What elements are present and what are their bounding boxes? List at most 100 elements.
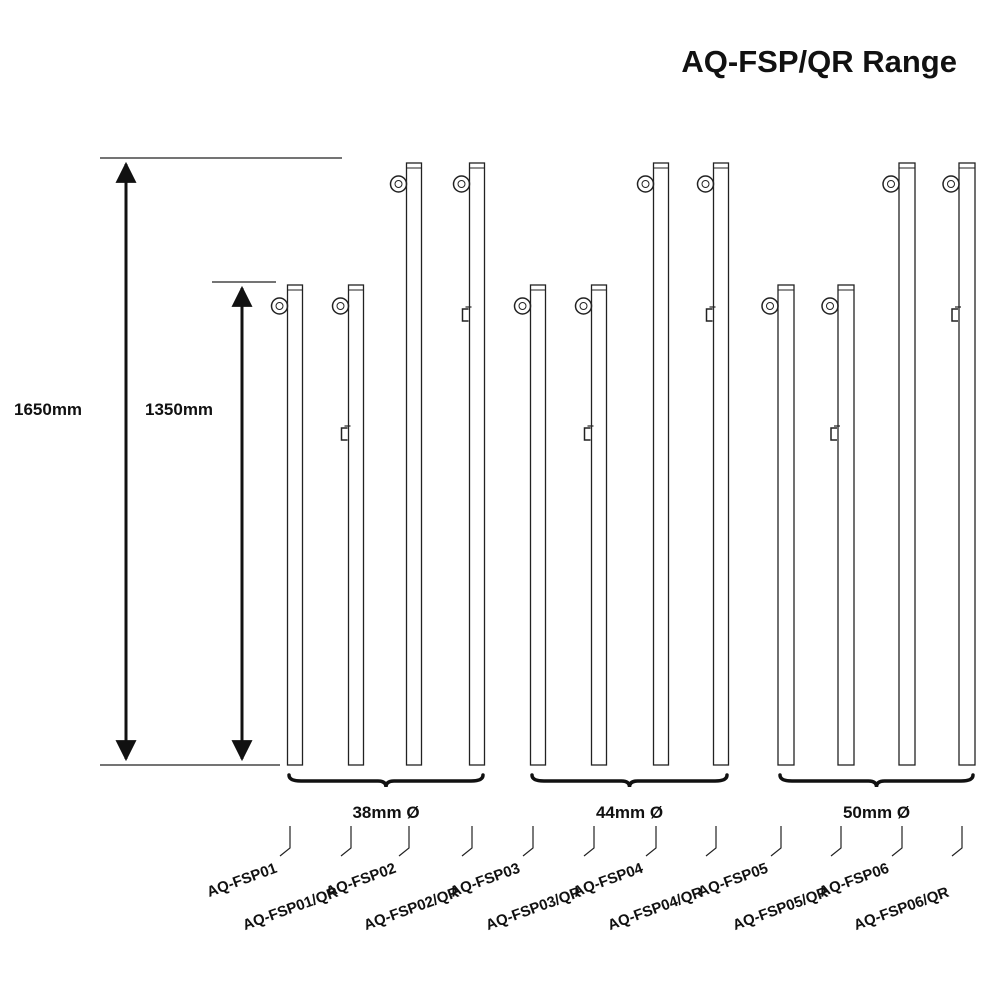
diameter-group: 38mm Ø: [287, 773, 485, 822]
post-tube: [777, 284, 795, 766]
ring-loop-icon: [636, 175, 655, 193]
height-dimension-short: 1350mm: [145, 281, 276, 762]
ring-loop-icon: [389, 175, 408, 193]
ring-loop-inner: [947, 180, 955, 188]
product-code: AQ-FSP06: [817, 826, 903, 901]
post-aq-fsp03-qr: [574, 284, 608, 766]
ring-loop-inner: [394, 180, 403, 188]
ring-loop-inner: [275, 302, 284, 310]
leader-line: [340, 826, 352, 857]
ring-loop-icon: [761, 297, 779, 315]
post-aq-fsp06-qr: [942, 162, 976, 766]
post-tube: [837, 284, 855, 766]
product-code-label: AQ-FSP03/QR: [484, 884, 584, 934]
post-tube: [652, 162, 670, 766]
quick-release-clip-icon: [583, 427, 591, 441]
ring-loop-icon: [942, 175, 960, 193]
tall-dimension-label: 1650mm: [14, 400, 82, 419]
ring-loop-inner: [766, 302, 774, 310]
product-code-label: AQ-FSP01: [205, 860, 280, 901]
quick-release-clip-icon: [340, 427, 348, 441]
group-brace: [778, 773, 975, 788]
product-code-labels: AQ-FSP01AQ-FSP01/QRAQ-FSP02AQ-FSP02/QRAQ…: [205, 826, 963, 934]
ring-loop-icon: [270, 297, 289, 315]
product-code-label: AQ-FSP05: [696, 860, 771, 901]
diameter-groups: 38mm Ø 44mm Ø 50mm Ø: [287, 773, 975, 822]
diagram-title: AQ-FSP/QR Range: [681, 44, 957, 79]
product-code: AQ-FSP02: [324, 826, 410, 901]
post-tube: [958, 162, 976, 766]
ring-loop-inner: [336, 302, 345, 310]
leader-line: [830, 826, 842, 857]
post-tube: [468, 162, 486, 766]
quick-release-clip-icon: [830, 427, 837, 441]
quick-release-clip-icon: [705, 308, 713, 322]
post-aq-fsp05-qr: [821, 284, 855, 766]
post-aq-fsp03: [513, 284, 547, 766]
post-tube: [712, 162, 730, 766]
diameter-group: 50mm Ø: [778, 773, 975, 822]
short-dimension-label: 1350mm: [145, 400, 213, 419]
ring-loop-icon: [882, 175, 900, 193]
leader-line: [279, 826, 291, 857]
post-aq-fsp04-qr: [696, 162, 730, 766]
post-tube: [529, 284, 547, 766]
ring-loop-inner: [457, 180, 466, 188]
leader-line: [891, 826, 903, 857]
leader-line: [398, 826, 410, 857]
post-tube: [898, 162, 916, 766]
group-brace: [530, 773, 729, 788]
ring-loop-inner: [826, 302, 834, 310]
post-aq-fsp04: [636, 162, 670, 766]
post-aq-fsp02-qr: [452, 162, 486, 766]
post-aq-fsp06: [882, 162, 916, 766]
product-code-label: AQ-FSP03: [448, 860, 523, 901]
post-tube: [405, 162, 423, 766]
quick-release-clip-icon: [461, 308, 469, 322]
product-code-label: AQ-FSP06/QR: [852, 884, 952, 934]
product-code: AQ-FSP03: [448, 826, 534, 901]
ring-loop-inner: [579, 302, 588, 310]
post-aq-fsp02: [389, 162, 423, 766]
leader-line: [461, 826, 473, 857]
leader-line: [770, 826, 782, 857]
ring-loop-icon: [513, 297, 532, 315]
product-code: AQ-FSP01: [205, 826, 291, 901]
product-code-label: AQ-FSP04: [571, 860, 646, 901]
post-aq-fsp05: [761, 284, 795, 766]
post-tube: [590, 284, 608, 766]
diameter-label: 44mm Ø: [596, 803, 663, 822]
posts: [270, 162, 976, 766]
ring-loop-inner: [701, 180, 710, 188]
diameter-label: 38mm Ø: [352, 803, 419, 822]
ring-loop-icon: [331, 297, 350, 315]
post-aq-fsp01: [270, 284, 304, 766]
product-code-label: AQ-FSP05/QR: [731, 884, 831, 934]
ring-loop-icon: [574, 297, 593, 315]
post-aq-fsp01-qr: [331, 284, 365, 766]
product-code: AQ-FSP05: [696, 826, 782, 901]
ring-loop-icon: [821, 297, 839, 315]
leader-line: [645, 826, 657, 857]
group-brace: [287, 773, 485, 788]
product-code-label: AQ-FSP02: [324, 860, 399, 901]
ring-loop-icon: [696, 175, 715, 193]
ring-loop-icon: [452, 175, 471, 193]
product-code: AQ-FSP04: [571, 826, 657, 901]
leader-line: [705, 826, 717, 857]
product-code-label: AQ-FSP04/QR: [606, 884, 706, 934]
product-code-label: AQ-FSP06: [817, 860, 892, 901]
post-tube: [286, 284, 304, 766]
quick-release-clip-icon: [951, 308, 958, 322]
leader-line: [951, 826, 963, 857]
leader-line: [583, 826, 595, 857]
post-tube: [347, 284, 365, 766]
ring-loop-inner: [641, 180, 650, 188]
height-dimension-tall: 1650mm: [14, 157, 342, 766]
product-code-label: AQ-FSP02/QR: [362, 884, 462, 934]
ring-loop-inner: [887, 180, 895, 188]
ring-loop-inner: [518, 302, 527, 310]
diameter-group: 44mm Ø: [530, 773, 729, 822]
diameter-label: 50mm Ø: [843, 803, 910, 822]
